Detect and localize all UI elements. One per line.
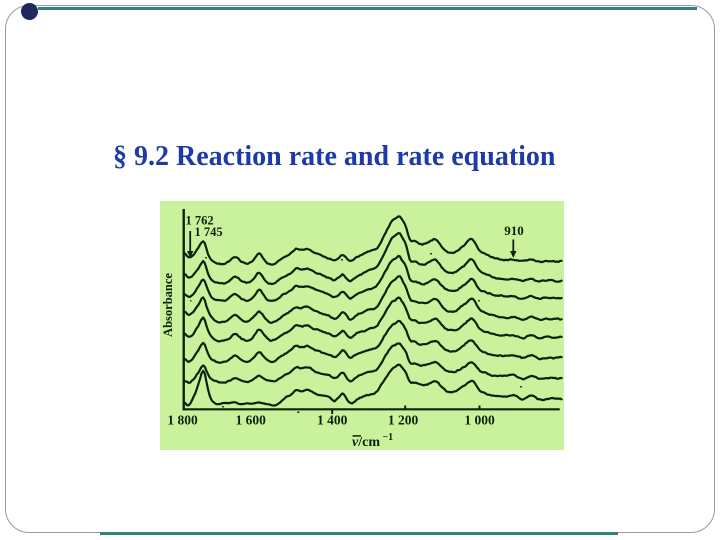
svg-text:1 762: 1 762 — [186, 214, 214, 228]
svg-text:1 600: 1 600 — [236, 413, 267, 428]
svg-text:1 745: 1 745 — [195, 225, 223, 239]
svg-text:Absorbance: Absorbance — [161, 273, 175, 337]
svg-text:1 000: 1 000 — [464, 413, 495, 428]
svg-text:1 800: 1 800 — [167, 413, 198, 428]
svg-text:1 200: 1 200 — [388, 413, 419, 428]
svg-text:910: 910 — [504, 223, 524, 238]
svg-text:1 400: 1 400 — [317, 413, 348, 428]
